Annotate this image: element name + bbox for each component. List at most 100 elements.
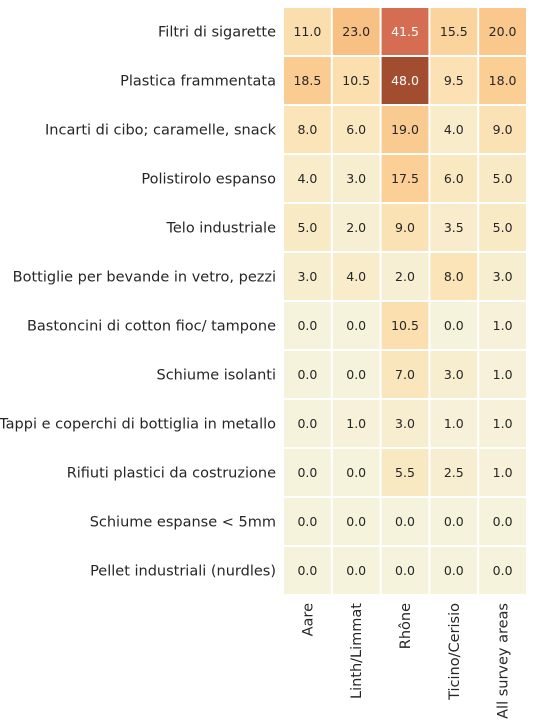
cell-value-label: 3.0 <box>297 269 317 284</box>
heatmap-cell <box>284 498 331 545</box>
heatmap-cell <box>479 57 526 104</box>
cell-value-label: 1.0 <box>493 416 513 431</box>
heatmap-cell <box>332 155 380 202</box>
cell-value-label: 8.0 <box>297 122 317 137</box>
heatmap-cell <box>430 547 478 594</box>
heatmap-cell <box>381 449 429 496</box>
heatmap-cell <box>381 8 429 55</box>
heatmap-cell <box>479 400 526 447</box>
heatmap-cell <box>479 449 526 496</box>
cell-value-label: 18.0 <box>489 73 517 88</box>
cell-value-label: 41.5 <box>391 24 419 39</box>
cell-value-label: 0.0 <box>297 318 317 333</box>
cell-value-label: 1.0 <box>346 416 366 431</box>
heatmap-cell <box>430 351 478 398</box>
heatmap-cell <box>332 400 380 447</box>
cell-value-label: 0.0 <box>297 563 317 578</box>
column-label-rhone: Rhône <box>398 603 414 649</box>
column-label-linth-limmat: Linth/Limmat <box>349 603 365 699</box>
heatmap-cell <box>430 106 478 153</box>
cell-value-label: 0.0 <box>297 465 317 480</box>
cell-value-label: 19.0 <box>391 122 419 137</box>
row-label-bastoncini-di-cotton-fioc-tampone: Bastoncini di cotton fioc/ tampone <box>27 319 276 335</box>
cell-value-label: 5.0 <box>297 220 317 235</box>
cell-value-label: 1.0 <box>493 318 513 333</box>
cell-value-label: 0.0 <box>346 563 366 578</box>
heatmap-cell <box>332 498 380 545</box>
cell-value-label: 2.5 <box>444 465 464 480</box>
row-label-plastica-frammentata: Plastica frammentata <box>120 74 276 90</box>
cell-value-label: 0.0 <box>395 514 415 529</box>
heatmap-cell <box>430 57 478 104</box>
heatmap-cell <box>332 253 380 300</box>
column-label-aare: Aare <box>300 603 316 636</box>
cell-value-label: 0.0 <box>346 514 366 529</box>
row-label-incarti-di-cibo-caramelle-snack: Incarti di cibo; caramelle, snack <box>45 123 277 139</box>
row-label-filtri-di-sigarette: Filtri di sigarette <box>158 25 276 41</box>
row-label-pellet-industriali-nurdles: Pellet industriali (nurdles) <box>90 564 276 580</box>
cell-value-label: 7.0 <box>395 367 415 382</box>
cell-value-label: 4.0 <box>444 122 464 137</box>
cell-value-label: 15.5 <box>440 24 468 39</box>
heatmap-cell <box>381 253 429 300</box>
heatmap-cell <box>430 400 478 447</box>
heatmap-cell <box>381 106 429 153</box>
heatmap-cell <box>430 253 478 300</box>
heatmap-cell <box>284 351 331 398</box>
heatmap-cell <box>332 204 380 251</box>
cell-value-label: 0.0 <box>297 514 317 529</box>
heatmap-cell <box>479 253 526 300</box>
cell-value-label: 0.0 <box>395 563 415 578</box>
heatmap-cell <box>381 400 429 447</box>
cell-value-label: 4.0 <box>297 171 317 186</box>
heatmap-cell <box>284 302 331 349</box>
cell-value-label: 0.0 <box>444 563 464 578</box>
heatmap-cell <box>284 155 331 202</box>
cell-value-label: 10.5 <box>342 73 370 88</box>
heatmap-cell <box>284 57 331 104</box>
heatmap-cell <box>332 351 380 398</box>
heatmap-cell <box>479 498 526 545</box>
heatmap-cell <box>430 498 478 545</box>
heatmap-cell <box>479 302 526 349</box>
heatmap-cell <box>381 155 429 202</box>
row-label-polistirolo-espanso: Polistirolo espanso <box>141 172 276 188</box>
cell-value-label: 6.0 <box>444 171 464 186</box>
row-label-bottiglie-per-bevande-in-vetro-pezzi: Bottiglie per bevande in vetro, pezzi <box>13 270 276 286</box>
heatmap-cell <box>332 57 380 104</box>
heatmap-cell <box>430 155 478 202</box>
cell-value-label: 5.0 <box>493 171 513 186</box>
heatmap-cell <box>284 106 331 153</box>
heatmap-cell <box>381 547 429 594</box>
heatmap-cell <box>381 204 429 251</box>
heatmap-cell <box>430 204 478 251</box>
cell-value-label: 0.0 <box>493 514 513 529</box>
heatmap-cell <box>284 8 331 55</box>
row-label-schiume-espanse-5mm: Schiume espanse < 5mm <box>90 515 276 531</box>
cell-value-label: 0.0 <box>297 416 317 431</box>
heatmap-cell <box>430 302 478 349</box>
cell-value-label: 3.5 <box>444 220 464 235</box>
heatmap-cell <box>479 204 526 251</box>
cell-value-label: 8.0 <box>444 269 464 284</box>
heatmap-cell <box>284 253 331 300</box>
cell-value-label: 2.0 <box>395 269 415 284</box>
cell-value-label: 3.0 <box>444 367 464 382</box>
row-label-rifiuti-plastici-da-costruzione: Rifiuti plastici da costruzione <box>67 466 276 482</box>
heatmap-cell <box>381 57 429 104</box>
cell-value-label: 1.0 <box>493 465 513 480</box>
cell-value-label: 11.0 <box>293 24 321 39</box>
cell-value-label: 3.0 <box>346 171 366 186</box>
cell-value-label: 48.0 <box>391 73 419 88</box>
heatmap-cell <box>479 106 526 153</box>
heatmap-cell <box>381 302 429 349</box>
heatmap-cell <box>479 351 526 398</box>
heatmap-cell <box>430 8 478 55</box>
cell-value-label: 18.5 <box>293 73 321 88</box>
cell-value-label: 9.0 <box>493 122 513 137</box>
cell-value-label: 0.0 <box>444 318 464 333</box>
column-label-all-survey-areas: All survey areas <box>496 603 512 719</box>
cell-value-label: 0.0 <box>493 563 513 578</box>
cell-value-label: 5.0 <box>493 220 513 235</box>
cell-value-label: 10.5 <box>391 318 419 333</box>
